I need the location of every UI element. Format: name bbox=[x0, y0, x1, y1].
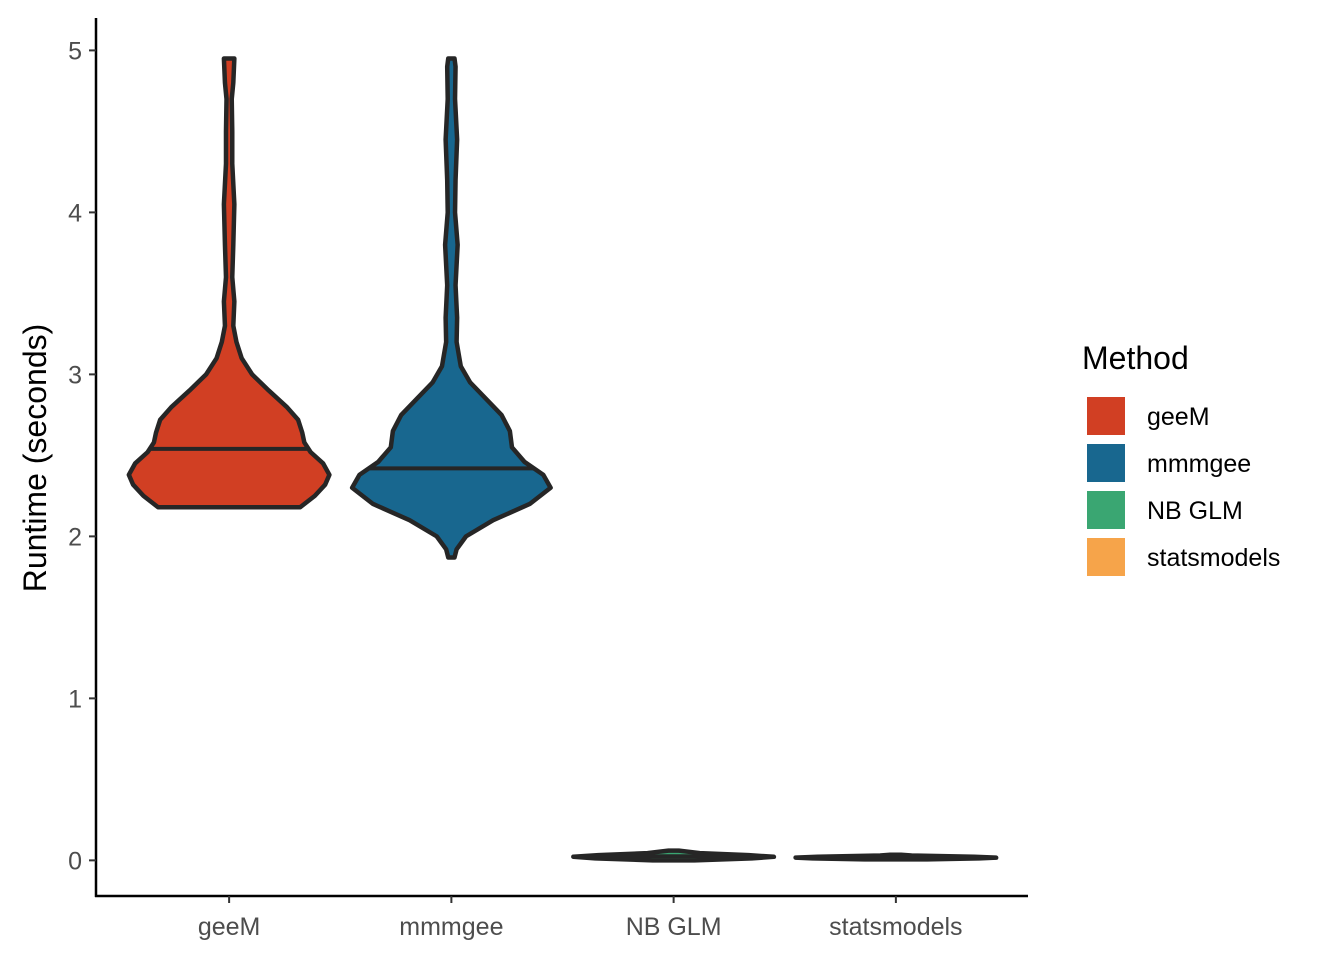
axes bbox=[94, 18, 1028, 898]
legend-swatch bbox=[1087, 538, 1125, 576]
y-tick-label: 0 bbox=[68, 847, 82, 875]
legend-title: Method bbox=[1082, 340, 1189, 376]
y-tick-label: 3 bbox=[68, 361, 82, 389]
legend-label: geeM bbox=[1147, 403, 1210, 431]
legend-swatch bbox=[1087, 397, 1125, 435]
y-tick-label: 4 bbox=[68, 199, 82, 227]
y-axis-title: Runtime (seconds) bbox=[17, 324, 53, 593]
x-tick-label: geeM bbox=[198, 913, 261, 941]
y-tick-label: 1 bbox=[68, 685, 82, 713]
y-tick-label: 5 bbox=[68, 37, 82, 65]
violin-geem bbox=[126, 56, 332, 510]
legend-label: mmmgee bbox=[1147, 450, 1251, 478]
y-ticks: 0 1 2 3 4 5 bbox=[68, 37, 96, 875]
legend-label: statsmodels bbox=[1147, 544, 1280, 572]
x-tick-label: NB GLM bbox=[626, 913, 722, 941]
y-tick-label: 2 bbox=[68, 523, 82, 551]
legend-items: geeM mmmgee NB GLM statsmodels bbox=[1087, 397, 1280, 576]
legend: Method geeM mmmgee NB GLM statsmodels bbox=[1082, 340, 1280, 576]
x-tick-label: mmmgee bbox=[399, 913, 503, 941]
legend-swatch bbox=[1087, 444, 1125, 482]
x-ticks: geeM mmmgee NB GLM statsmodels bbox=[198, 896, 963, 941]
violin-layer bbox=[126, 56, 999, 863]
violin-mmmgee bbox=[349, 56, 553, 560]
x-tick-label: statsmodels bbox=[829, 913, 962, 941]
legend-swatch bbox=[1087, 491, 1125, 529]
legend-label: NB GLM bbox=[1147, 497, 1243, 525]
